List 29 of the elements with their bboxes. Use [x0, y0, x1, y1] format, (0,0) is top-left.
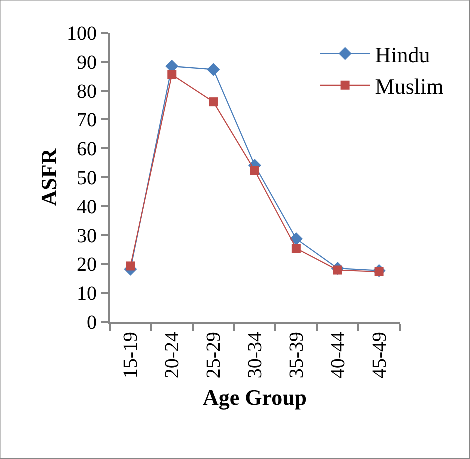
- x-tick-label: 35-39: [286, 332, 308, 379]
- y-tick-label: 0: [87, 312, 97, 334]
- y-tick-label: 90: [77, 52, 97, 74]
- y-tick-label: 70: [77, 110, 97, 132]
- y-tick-label: 30: [77, 225, 97, 248]
- y-tick-label: 40: [77, 196, 97, 218]
- y-tick-label: 80: [77, 80, 97, 103]
- point: [207, 63, 220, 76]
- point: [168, 70, 177, 80]
- point: [290, 232, 303, 246]
- y-tick-label: 50: [77, 168, 97, 190]
- y-tick-label: 100: [67, 23, 97, 45]
- y-tick-label: 20: [77, 254, 97, 276]
- point: [209, 98, 218, 107]
- x-tick-label: 40-44: [327, 332, 350, 379]
- y-tick-label: 10: [77, 283, 97, 306]
- x-tick-label: 45-49: [368, 332, 391, 379]
- legend-label: Muslim: [375, 74, 444, 99]
- point: [292, 244, 301, 254]
- legend-label: Hindu: [375, 42, 430, 68]
- point: [126, 262, 136, 271]
- x-tick-label: 25-29: [203, 332, 226, 379]
- y-tick-label: 60: [77, 138, 97, 161]
- x-tick-label: 30-34: [244, 332, 266, 379]
- point: [250, 166, 260, 176]
- x-axis-title: Age Group: [202, 385, 308, 410]
- x-tick-label: 15-19: [120, 332, 142, 379]
- y-axis-title: ASFR: [36, 148, 62, 206]
- x-tick-label: 20-24: [162, 332, 184, 379]
